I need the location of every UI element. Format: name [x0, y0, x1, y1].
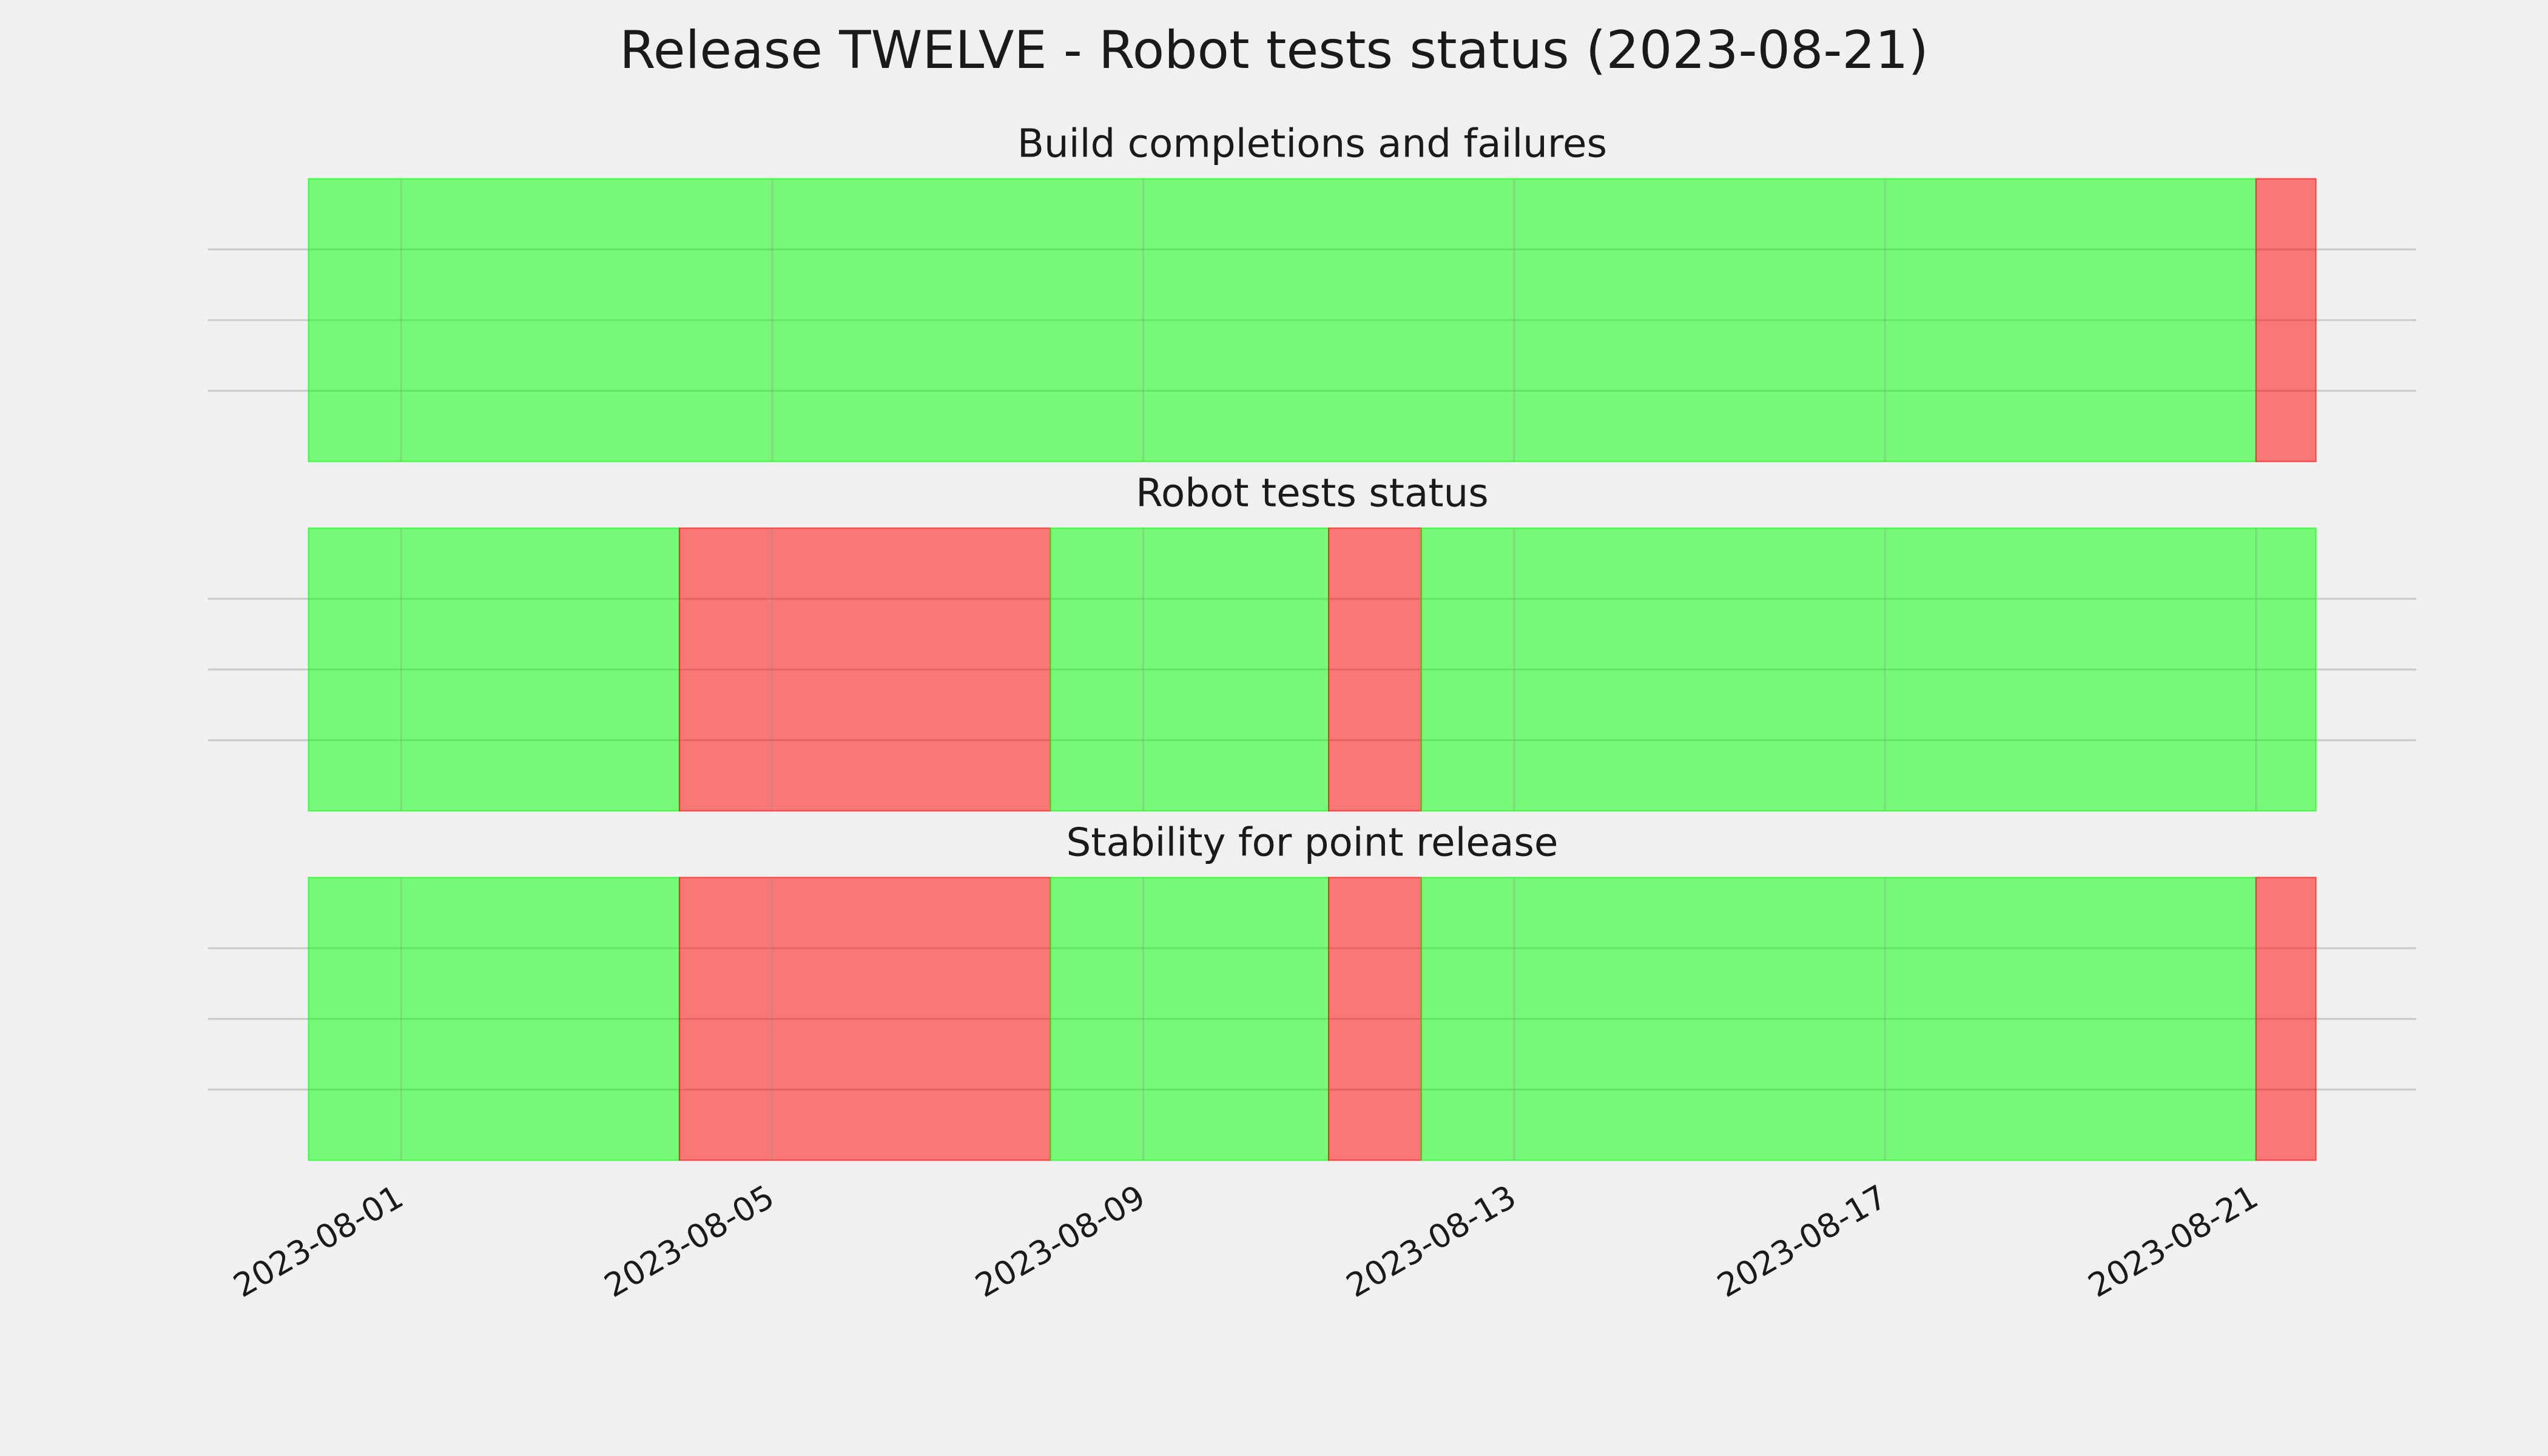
status-span — [308, 877, 681, 1161]
subplot-title: Stability for point release — [1067, 820, 1559, 865]
subplot-title: Robot tests status — [1136, 471, 1489, 516]
status-span — [308, 527, 681, 812]
status-span — [1420, 877, 2257, 1161]
subplot-title: Build completions and failures — [1017, 121, 1607, 167]
status-span — [678, 877, 1051, 1161]
status-span — [1327, 527, 1422, 812]
status-span — [1420, 527, 2317, 812]
status-span — [1327, 877, 1422, 1161]
status-span — [678, 527, 1051, 812]
status-span — [2255, 877, 2317, 1161]
status-span — [2255, 178, 2317, 462]
status-span — [308, 178, 2257, 462]
chart-title: Release TWELVE - Robot tests status (202… — [619, 20, 1929, 81]
status-span — [1050, 527, 1330, 812]
status-span — [1050, 877, 1330, 1161]
